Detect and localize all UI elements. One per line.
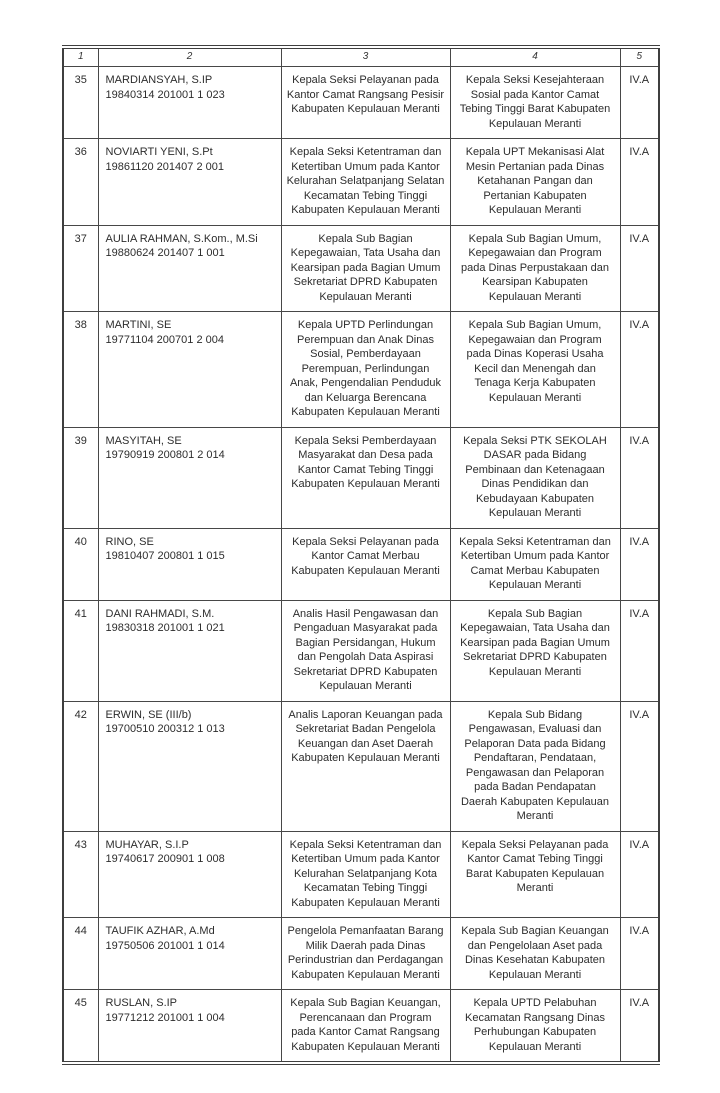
old-position: Kepala Seksi Pemberdayaan Masyarakat dan… [280,426,451,529]
column-header-3: 3 [280,46,451,67]
table-row: 36 NOVIARTI YENI, S.Pt 19861120 201407 2… [62,138,660,226]
employee-nip: 19740617 200901 1 008 [105,853,225,865]
table-row: 38 MARTINI, SE 19771104 200701 2 004 Kep… [62,311,660,428]
old-position: Kepala Seksi Ketentraman dan Ketertiban … [280,138,451,226]
employee-name: MARTINI, SE [105,319,172,331]
grade: IV.A [619,599,660,702]
employee-nip: 19861120 201407 2 001 [105,160,224,173]
employee-cell: MASYITAH, SE 19790919 200801 2 014 [97,426,282,529]
old-position: Kepala Seksi Pelayanan pada Kantor Camat… [280,527,451,601]
new-position: Kepala Sub Bagian Kepegawaian, Tata Usah… [449,599,621,702]
new-position: Kepala Seksi Kesejahteraan Sosial pada K… [449,66,621,139]
employee-cell: TAUFIK AZHAR, A.Md 19750506 201001 1 014 [97,917,282,990]
row-number: 37 [62,224,99,312]
grade: IV.A [619,138,660,226]
old-position: Kepala Seksi Pelayanan pada Kantor Camat… [280,66,451,139]
old-position: Analis Hasil Pengawasan dan Pengaduan Ma… [280,599,451,702]
employee-cell: ERWIN, SE (III/b) 19700510 200312 1 013 [97,700,282,832]
new-position: Kepala Sub Bagian Umum, Kepegawaian dan … [449,224,621,312]
position-mutation-table: 1 2 3 4 5 35 MARDIANSYAH, S.IP 19840314 … [62,45,660,1065]
employee-name: RINO, SE [105,535,154,548]
employee-cell: MARDIANSYAH, S.IP 19840314 201001 1 023 [97,66,282,139]
employee-nip: 19750506 201001 1 014 [105,939,225,952]
employee-nip: 19810407 200801 1 015 [105,550,225,562]
employee-name: MARDIANSYAH, S.IP [105,74,213,86]
grade: IV.A [619,224,660,312]
column-header-1: 1 [62,46,99,67]
employee-nip: 19830318 201001 1 021 [105,622,225,634]
table-row: 43 MUHAYAR, S.I.P 19740617 200901 1 008 … [62,830,660,918]
grade: IV.A [619,917,660,990]
employee-cell: RINO, SE 19810407 200801 1 015 [97,527,282,601]
old-position: Pengelola Pemanfaatan Barang Milik Daera… [280,917,451,990]
employee-nip: 19840314 201001 1 023 [105,88,225,101]
employee-name: AULIA RAHMAN, S.Kom., M.Si [105,232,258,245]
grade: IV.A [619,830,660,918]
row-number: 41 [62,599,99,702]
row-number: 35 [62,66,99,139]
table-row: 39 MASYITAH, SE 19790919 200801 2 014 Ke… [62,426,660,529]
new-position: Kepala Seksi PTK SEKOLAH DASAR pada Bida… [449,426,621,529]
employee-name: NOVIARTI YENI, S.Pt [105,146,213,158]
table-row: 42 ERWIN, SE (III/b) 19700510 200312 1 0… [62,700,660,832]
employee-cell: NOVIARTI YENI, S.Pt 19861120 201407 2 00… [97,138,282,226]
employee-nip: 19700510 200312 1 013 [105,723,225,735]
table-row: 45 RUSLAN, S.IP 19771212 201001 1 004 Ke… [62,989,660,1064]
new-position: Kepala Seksi Ketentraman dan Ketertiban … [449,527,621,601]
row-number: 40 [62,527,99,601]
employee-cell: MUHAYAR, S.I.P 19740617 200901 1 008 [97,830,282,918]
grade: IV.A [619,426,660,529]
new-position: Kepala Sub Bagian Umum, Kepegawaian dan … [449,311,621,428]
employee-nip: 19771104 200701 2 004 [105,333,224,346]
employee-name: MUHAYAR, S.I.P [105,838,189,851]
employee-cell: MARTINI, SE 19771104 200701 2 004 [97,311,282,428]
employee-name: TAUFIK AZHAR, A.Md [105,925,215,937]
old-position: Kepala UPTD Perlindungan Perempuan dan A… [280,311,451,428]
table-row: 35 MARDIANSYAH, S.IP 19840314 201001 1 0… [62,66,660,139]
row-number: 38 [62,311,99,428]
old-position: Kepala Sub Bagian Keuangan, Perencanaan … [280,989,451,1064]
row-number: 43 [62,830,99,918]
employee-name: MASYITAH, SE [105,434,182,447]
new-position: Kepala UPTD Pelabuhan Kecamatan Rangsang… [449,989,621,1064]
employee-cell: DANI RAHMADI, S.M. 19830318 201001 1 021 [97,599,282,702]
new-position: Kepala Sub Bidang Pengawasan, Evaluasi d… [449,700,621,832]
grade: IV.A [619,700,660,832]
grade: IV.A [619,527,660,601]
row-number: 42 [62,700,99,832]
new-position: Kepala Seksi Pelayanan pada Kantor Camat… [449,830,621,918]
employee-nip: 19771212 201001 1 004 [105,1011,225,1024]
table-row: 37 AULIA RAHMAN, S.Kom., M.Si 19880624 2… [62,224,660,312]
grade: IV.A [619,66,660,139]
old-position: Analis Laporan Keuangan pada Sekretariat… [280,700,451,832]
table-row: 40 RINO, SE 19810407 200801 1 015 Kepala… [62,527,660,601]
employee-name: DANI RAHMADI, S.M. [105,607,215,620]
table-row: 44 TAUFIK AZHAR, A.Md 19750506 201001 1 … [62,917,660,990]
row-number: 44 [62,917,99,990]
employee-nip: 19790919 200801 2 014 [105,449,225,461]
employee-name: ERWIN, SE (III/b) [105,708,192,721]
employee-nip: 19880624 201407 1 001 [105,247,225,259]
employee-cell: AULIA RAHMAN, S.Kom., M.Si 19880624 2014… [97,224,282,312]
row-number: 45 [62,989,99,1064]
new-position: Kepala Sub Bagian Keuangan dan Pengelola… [449,917,621,990]
column-header-2: 2 [97,46,282,67]
grade: IV.A [619,989,660,1064]
column-header-4: 4 [449,46,621,67]
new-position: Kepala UPT Mekanisasi Alat Mesin Pertani… [449,138,621,226]
old-position: Kepala Seksi Ketentraman dan Ketertiban … [280,830,451,918]
employee-name: RUSLAN, S.IP [105,997,178,1009]
table-row: 41 DANI RAHMADI, S.M. 19830318 201001 1 … [62,599,660,702]
table-header-row: 1 2 3 4 5 [62,46,660,67]
grade: IV.A [619,311,660,428]
row-number: 36 [62,138,99,226]
row-number: 39 [62,426,99,529]
column-header-5: 5 [619,46,660,67]
old-position: Kepala Sub Bagian Kepegawaian, Tata Usah… [280,224,451,312]
employee-cell: RUSLAN, S.IP 19771212 201001 1 004 [97,989,282,1064]
